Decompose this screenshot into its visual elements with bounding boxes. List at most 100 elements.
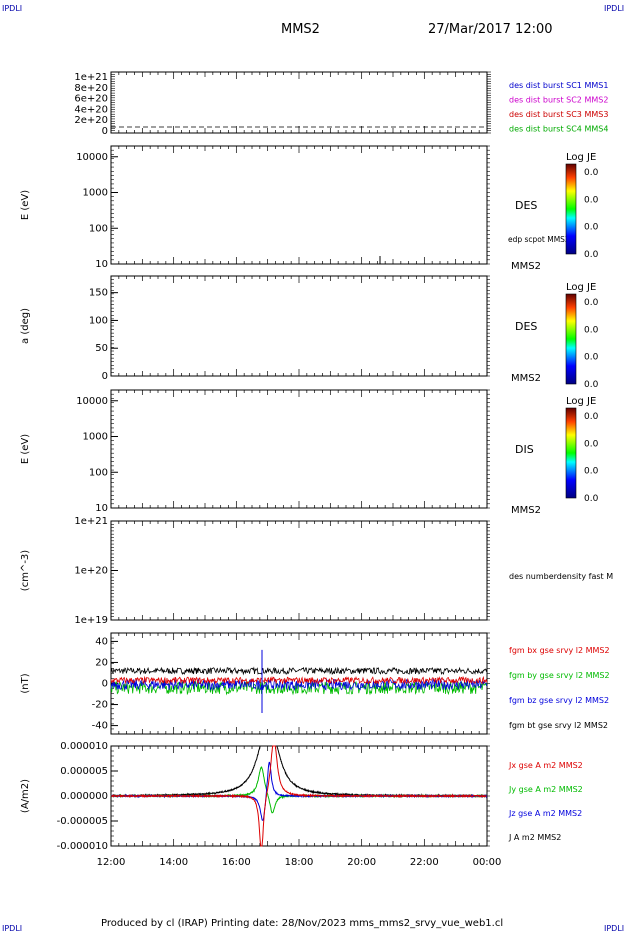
panel-dis-energy xyxy=(110,389,488,509)
corner-label-bottom-left: IPDLI xyxy=(2,924,23,933)
colorbar-tick-label: 0.0 xyxy=(584,412,599,422)
y-tick-label: -20 xyxy=(92,700,108,711)
y-tick-label: 40 xyxy=(95,636,108,647)
instrument-label: DIS xyxy=(515,443,534,456)
colorbar-tick-label: 0.0 xyxy=(584,298,599,308)
colorbar-tick-label: 0.0 xyxy=(584,325,599,335)
y-tick-label: 0 xyxy=(102,126,108,137)
colorbar-tick-label: 0.0 xyxy=(584,353,599,363)
y-tick-label: 10000 xyxy=(76,152,108,163)
spacecraft-label: MMS2 xyxy=(511,261,541,272)
y-tick-label: 50 xyxy=(95,343,108,354)
colorbar-title: Log JE xyxy=(566,282,596,293)
colorbar-tick-label: 0.0 xyxy=(584,380,599,390)
y-axis-label: (nT) xyxy=(20,673,31,693)
y-axis-label: (cm^-3) xyxy=(20,550,31,591)
y-tick-label: -40 xyxy=(92,721,108,732)
y-tick-label: 1000 xyxy=(83,188,108,199)
colorbar xyxy=(565,293,577,385)
y-tick-label: 1e+21 xyxy=(74,72,108,83)
legend-entry: J A m2 MMS2 xyxy=(508,833,561,842)
y-tick-label: 8e+20 xyxy=(74,83,108,94)
x-tick-label: 14:00 xyxy=(159,857,188,868)
y-tick-label: 2e+20 xyxy=(74,115,108,126)
legend-entry: Jz gse A m2 MMS2 xyxy=(508,809,582,818)
x-tick-label: 12:00 xyxy=(97,857,126,868)
colorbar-tick-label: 0.0 xyxy=(584,223,599,233)
legend-entry: des dist burst SC3 MMS3 xyxy=(509,110,608,119)
y-tick-label: 1e+21 xyxy=(74,516,108,527)
colorbar-title: Log JE xyxy=(566,152,596,163)
instrument-label: DES xyxy=(515,320,537,333)
y-tick-label: 10000 xyxy=(76,396,108,407)
colorbar xyxy=(565,407,577,499)
y-axis-label: E (eV) xyxy=(20,190,31,220)
series-jy xyxy=(110,766,487,814)
y-tick-label: 1e+19 xyxy=(74,615,108,626)
colorbar-tick-label: 0.0 xyxy=(584,439,599,449)
plot-datetime: 27/Mar/2017 12:00 xyxy=(428,22,553,37)
series-0 xyxy=(110,675,488,685)
instrument-label: DES xyxy=(515,199,537,212)
y-tick-label: 10 xyxy=(95,503,108,514)
legend-entry: fgm by gse srvy l2 MMS2 xyxy=(509,671,610,680)
y-tick-label: 100 xyxy=(89,467,108,478)
spacecraft-label: MMS2 xyxy=(511,505,541,516)
footer-credit: Produced by cl (IRAP) Printing date: 28/… xyxy=(101,918,504,929)
overlay-label: edp scpot MMS2 xyxy=(508,235,570,244)
colorbar xyxy=(565,163,577,255)
y-tick-label: 10 xyxy=(95,259,108,270)
legend-entry: des dist burst SC1 MMS1 xyxy=(509,81,608,90)
plot-title: MMS2 xyxy=(281,22,320,37)
y-axis-label: a (deg) xyxy=(20,308,31,344)
series-jz xyxy=(110,761,488,821)
legend-entry: des numberdensity fast M xyxy=(509,572,613,581)
y-tick-label: 100 xyxy=(89,223,108,234)
legend-entry: fgm bz gse srvy l2 MMS2 xyxy=(509,696,609,705)
y-tick-label: 4e+20 xyxy=(74,104,108,115)
legend-entry: Jx gse A m2 MMS2 xyxy=(508,761,583,770)
x-tick-label: 00:00 xyxy=(473,857,502,868)
y-axis-label: E (eV) xyxy=(20,434,31,464)
legend-entry: fgm bt gse srvy l2 MMS2 xyxy=(509,721,608,730)
y-tick-label: 0.000005 xyxy=(60,766,108,777)
y-tick-label: -0.000010 xyxy=(57,841,108,852)
colorbar-tick-label: 0.0 xyxy=(584,494,599,504)
y-tick-label: 0.000010 xyxy=(60,741,108,752)
y-tick-label: 100 xyxy=(89,315,108,326)
y-tick-label: 20 xyxy=(95,657,108,668)
x-tick-label: 16:00 xyxy=(222,857,251,868)
panel-des-pitch xyxy=(110,275,488,377)
corner-label-top-right: IPDLI xyxy=(604,4,625,13)
x-tick-label: 20:00 xyxy=(347,857,376,868)
y-tick-label: 0.000000 xyxy=(60,791,108,802)
y-tick-label: -0.000005 xyxy=(57,816,108,827)
y-tick-label: 150 xyxy=(89,288,108,299)
spacecraft-label: MMS2 xyxy=(511,373,541,384)
y-tick-label: 1000 xyxy=(83,432,108,443)
corner-label-top-left: IPDLI xyxy=(2,4,23,13)
series-3 xyxy=(110,666,488,676)
colorbar-tick-label: 0.0 xyxy=(584,195,599,205)
colorbar-tick-label: 0.0 xyxy=(584,168,599,178)
legend-entry: fgm bx gse srvy l2 MMS2 xyxy=(509,646,610,655)
y-tick-label: 1e+20 xyxy=(74,566,108,577)
colorbar-tick-label: 0.0 xyxy=(584,250,599,260)
series-j xyxy=(110,745,487,799)
x-tick-label: 18:00 xyxy=(285,857,314,868)
legend-entry: des dist burst SC2 MMS2 xyxy=(509,96,608,105)
panel-dist-burst xyxy=(110,71,488,134)
series-2 xyxy=(110,677,488,692)
y-tick-label: 0 xyxy=(102,679,108,690)
colorbar-title: Log JE xyxy=(566,396,596,407)
corner-label-bottom-right: IPDLI xyxy=(604,924,625,933)
x-tick-label: 22:00 xyxy=(410,857,439,868)
y-tick-label: 6e+20 xyxy=(74,94,108,105)
y-axis-label: (A/m2) xyxy=(20,779,31,813)
legend-entry: des dist burst SC4 MMS4 xyxy=(509,125,608,134)
legend-entry: Jy gse A m2 MMS2 xyxy=(508,785,583,794)
series-jx xyxy=(110,745,487,847)
y-tick-label: 0 xyxy=(102,371,108,382)
panel-density xyxy=(110,520,488,621)
